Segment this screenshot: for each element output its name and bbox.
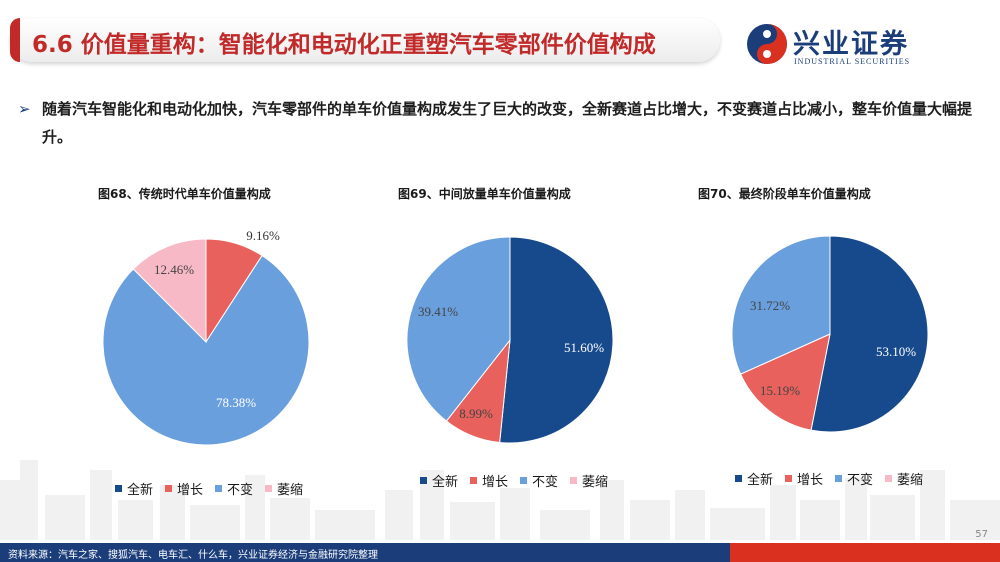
chart-1-slice-萎缩: [132, 238, 207, 344]
legend-label: 全新: [747, 473, 774, 488]
legend-swatch: [215, 485, 223, 492]
chart-2-legend-item: 萎缩: [570, 471, 608, 490]
legend-label: 不变: [532, 475, 559, 490]
source-note: 资料来源：汽车之家、搜狐汽车、电车汇、什么车，兴业证券经济与金融研究院整理: [8, 550, 378, 561]
legend-swatch: [835, 475, 843, 482]
chart-1-label-不变: 78.38%: [216, 395, 256, 410]
chart-3-label-全新: 53.10%: [876, 344, 916, 359]
chart-3-legend-item: 不变: [835, 469, 873, 488]
page-number: 57: [975, 529, 988, 540]
legend-swatch: [520, 477, 528, 484]
legend-label: 萎缩: [582, 475, 609, 490]
chart-3-title: 图70、最终阶段单车价值量构成: [698, 187, 871, 201]
chart-3-slice-不变: [731, 235, 831, 375]
legend-label: 不变: [227, 483, 254, 498]
chart-3-legend: 全新 增长 不变 萎缩: [735, 469, 923, 488]
legend-swatch: [420, 477, 427, 484]
legend-swatch: [735, 475, 742, 482]
chart-3-slice-增长: [739, 333, 831, 431]
chart-1-legend-item: 全新: [115, 479, 153, 498]
legend-swatch: [265, 485, 273, 492]
legend-label: 萎缩: [897, 473, 924, 488]
chart-2-legend-item: 不变: [520, 471, 558, 490]
chart-3-pie: 53.10% 15.19% 31.72%: [731, 235, 929, 433]
chart-2-legend: 全新 增长 不变 萎缩: [420, 471, 608, 490]
chart-2-legend-item: 增长: [470, 471, 508, 490]
legend-label: 萎缩: [277, 483, 304, 498]
chart-3-slice-全新: [810, 235, 929, 433]
chart-1-legend-item: 增长: [165, 479, 203, 498]
legend-label: 不变: [847, 473, 874, 488]
chart-2-label-不变: 39.41%: [418, 304, 458, 319]
chart-2-slice-不变: [406, 236, 511, 422]
chart-2-label-全新: 51.60%: [564, 340, 604, 355]
title-accent-bar: [10, 18, 20, 62]
logo-text-en: INDUSTRIAL SECURITIES: [794, 57, 911, 66]
chart-1-legend: 全新 增长 不变 萎缩: [115, 479, 303, 498]
chart-3-label-不变: 31.72%: [750, 298, 790, 313]
chart-1-legend-item: 不变: [215, 479, 253, 498]
chart-2-slice-全新: [499, 236, 614, 444]
chart-2-title: 图69、中间放量单车价值量构成: [398, 187, 571, 201]
chart-1-title: 图68、传统时代单车价值量构成: [98, 187, 271, 201]
chart-3-legend-item: 全新: [735, 469, 773, 488]
chart-3-label-增长: 15.19%: [760, 383, 800, 398]
legend-swatch: [165, 485, 173, 492]
chart-1-label-萎缩: 12.46%: [154, 262, 194, 277]
chart-2-label-增长: 8.99%: [459, 406, 493, 421]
legend-swatch: [115, 485, 122, 492]
industrial-securities-logo-icon: [747, 24, 787, 64]
footer-accent-bar: [730, 543, 1000, 562]
page-title: 6.6 价值量重构：智能化和电动化正重塑汽车零部件价值构成: [32, 32, 656, 58]
chart-2-pie: 51.60% 8.99% 39.41%: [406, 236, 614, 444]
legend-label: 增长: [797, 473, 824, 488]
legend-swatch: [570, 477, 578, 484]
legend-swatch: [885, 475, 893, 482]
logo-text-cn: 兴业证券: [793, 29, 909, 60]
title-banner: 6.6 价值量重构：智能化和电动化正重塑汽车零部件价值构成: [10, 18, 720, 62]
company-logo: 兴业证券 INDUSTRIAL SECURITIES: [745, 20, 945, 72]
chart-3-legend-item: 萎缩: [885, 469, 923, 488]
chart-1-pie: 9.16% 78.38% 12.46%: [102, 228, 310, 446]
legend-swatch: [470, 477, 478, 484]
legend-swatch: [785, 475, 793, 482]
bullet-arrow-icon: ➢: [18, 100, 31, 118]
legend-label: 全新: [432, 475, 459, 490]
chart-3-legend-item: 增长: [785, 469, 823, 488]
chart-2-legend-item: 全新: [420, 471, 458, 490]
legend-label: 增长: [482, 475, 509, 490]
chart-1-label-增长: 9.16%: [246, 228, 280, 243]
bullet-text: 随着汽车智能化和电动化加快，汽车零部件的单车价值量构成发生了巨大的改变，全新赛道…: [42, 100, 973, 146]
chart-1-legend-item: 萎缩: [265, 479, 303, 498]
city-skyline-decoration: [0, 460, 1000, 540]
chart-1-slice-不变: [102, 254, 310, 446]
legend-label: 全新: [127, 483, 154, 498]
legend-label: 增长: [177, 483, 204, 498]
